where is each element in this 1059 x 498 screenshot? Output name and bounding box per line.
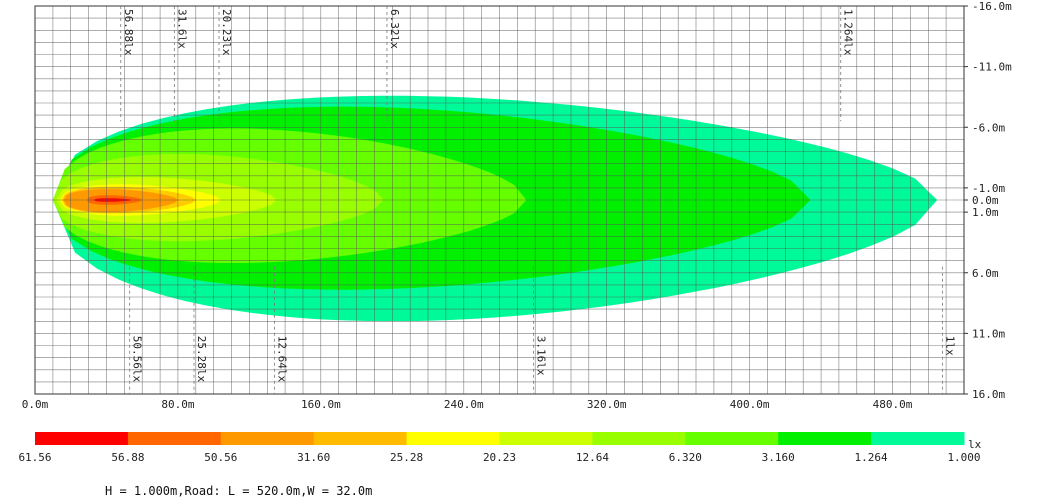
illuminance-chart: 56.88lx 31.6lx 20.23lx 6.32lx 1.264lx50.56lx… (18, 0, 1012, 464)
y-tick-label: -11.0m (972, 61, 1012, 74)
y-tick-label: 11.0m (972, 327, 1005, 340)
y-tick-label: -1.0m (972, 182, 1005, 195)
x-tick-label: 160.0m (301, 398, 341, 411)
legend-swatch (313, 432, 408, 445)
contour-labels: 56.88lx 31.6lx 20.23lx 6.32lx 1.264lx 50.56lx… (120, 6, 957, 394)
x-tick-label: 240.0m (444, 398, 484, 411)
y-tick-label: 1.0m (972, 206, 999, 219)
contour-bands (52, 95, 938, 322)
x-tick-label: 0.0m (22, 398, 49, 411)
y-tick-label: -16.0m (972, 0, 1012, 13)
legend-value: 1.264 (855, 451, 888, 464)
contour-label-4: 1.264lx (842, 9, 855, 56)
legend-swatch (127, 432, 222, 445)
legend-value: 56.88 (111, 451, 144, 464)
x-tick-label: 480.0m (873, 398, 913, 411)
grid-lines (34, 5, 965, 395)
x-tick-label: 320.0m (587, 398, 627, 411)
contour-label-3: 6.32lx (388, 9, 401, 49)
legend-swatch (35, 432, 129, 445)
contour-label-7: 12.64lx (275, 336, 288, 383)
contour-label-0: 56.88lx (122, 9, 135, 56)
contour-label-6: 25.28lx (195, 336, 208, 383)
color-legend: 61.56 56.88 50.56 31.60 25.28 20.23 12.64 6.320… (18, 432, 982, 464)
legend-value: 50.56 (204, 451, 237, 464)
contour-label-8: 3.16lx (534, 336, 547, 376)
legend-swatch (778, 432, 872, 445)
x-tick-label: 80.0m (161, 398, 194, 411)
legend-unit-label: lx (968, 438, 982, 451)
legend-swatch (592, 432, 686, 445)
legend-value: 6.320 (669, 451, 702, 464)
legend-swatch (499, 432, 593, 445)
legend-swatch (220, 432, 315, 445)
legend-swatch (685, 432, 779, 445)
legend-value: 3.160 (762, 451, 795, 464)
y-tick-label: 0.0m (972, 194, 999, 207)
contour-label-9: 1lx (944, 336, 957, 356)
y-tick-label: 6.0m (972, 267, 999, 280)
y-tick-label: -6.0m (972, 121, 1005, 134)
contour-label-5: 50.56lx (131, 336, 144, 383)
road-parameters-footer: H = 1.000m,Road: L = 520.0m,W = 32.0m (105, 484, 373, 498)
legend-value: 12.64 (576, 451, 609, 464)
legend-value: 25.28 (390, 451, 423, 464)
legend-value: 1.000 (947, 451, 980, 464)
axis-tick-labels: 0.0m 80.0m 160.0m 240.0m 320.0m 400.0m 480.0m -… (22, 0, 1012, 411)
legend-swatch (406, 432, 500, 445)
y-tick-label: 16.0m (972, 388, 1005, 401)
contour-label-1: 31.6lx (175, 9, 188, 49)
x-tick-label: 400.0m (730, 398, 770, 411)
legend-value: 61.56 (18, 451, 51, 464)
legend-value: 31.60 (297, 451, 330, 464)
legend-swatch (871, 432, 965, 445)
contour-label-2: 20.23lx (220, 9, 233, 56)
legend-value: 20.23 (483, 451, 516, 464)
